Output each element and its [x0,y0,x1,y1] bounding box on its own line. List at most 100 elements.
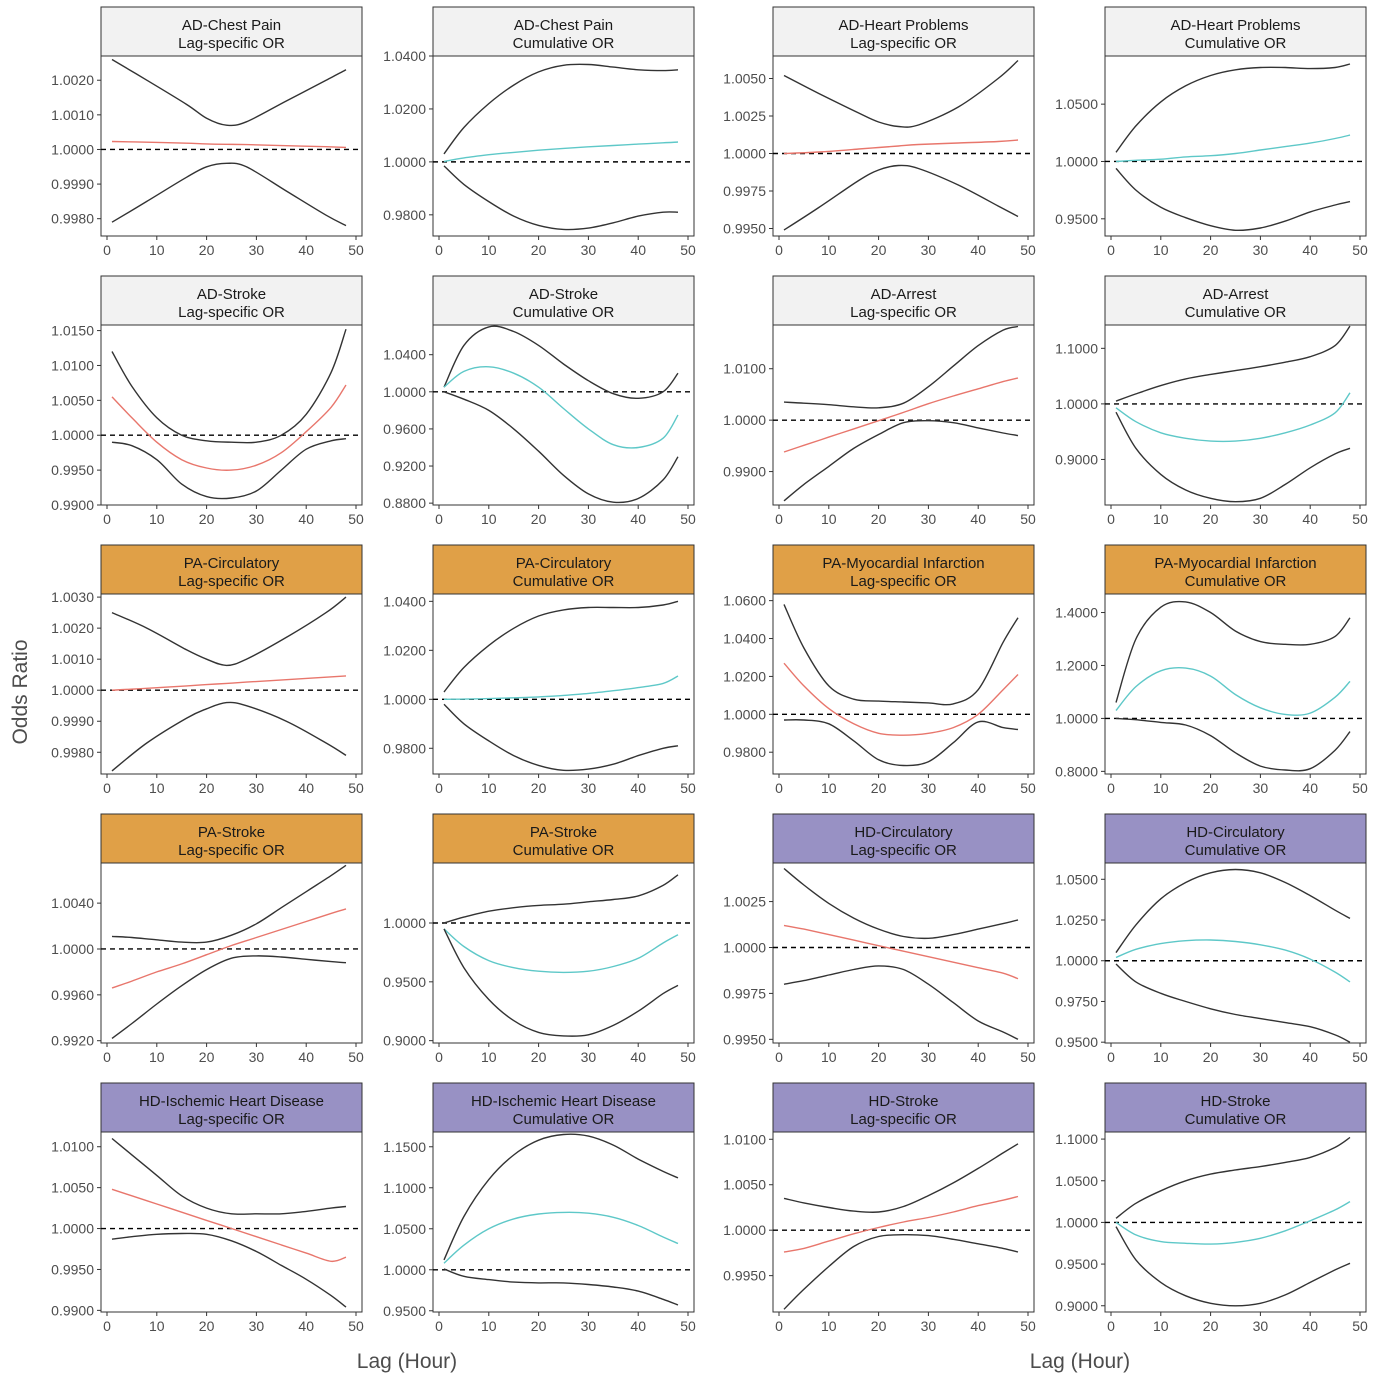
x-tick-label: 40 [970,242,986,258]
x-tick-label: 0 [103,511,111,527]
panel-strip [432,275,695,326]
y-tick-label: 0.9000 [383,1033,426,1049]
x-tick-label: 20 [531,780,547,796]
x-tick-label: 50 [1352,1318,1368,1334]
x-tick-label: 30 [921,242,937,258]
y-tick-label: 1.0025 [723,108,766,124]
series-upper-line [443,874,679,924]
x-tick-label: 0 [103,1318,111,1334]
y-tick-label: 1.1000 [1055,1131,1098,1147]
x-tick-label: 20 [1203,242,1219,258]
panel-title-line: Lag-specific OR [178,573,285,590]
x-tick-label: 50 [680,780,696,796]
y-tick-label: 1.0000 [51,141,94,157]
x-tick-label: 0 [1107,1318,1115,1334]
x-tick-label: 50 [1020,242,1036,258]
x-tick-label: 20 [871,242,887,258]
series-estimate-line [1115,667,1351,716]
x-tick-label: 50 [1352,780,1368,796]
x-tick-label: 20 [199,1318,215,1334]
y-tick-label: 1.2000 [1055,657,1098,673]
series-estimate-line [111,908,347,989]
panel-title-line: Cumulative OR [513,1111,615,1128]
y-tick-label: 0.9900 [723,464,766,480]
y-tick-label: 0.9500 [383,974,426,990]
x-tick-label: 30 [581,1318,597,1334]
series-lower-line [111,162,347,227]
y-tick-label: 1.0000 [51,1221,94,1237]
x-tick-label: 40 [1302,1318,1318,1334]
panel-strip [432,6,695,57]
panel-strip [1104,813,1367,864]
x-tick-label: 30 [581,1049,597,1065]
panel-title-line: AD-Arrest [1203,286,1270,303]
x-tick-label: 40 [298,511,314,527]
panel-strip [100,275,363,326]
panel-title-line: AD-Arrest [871,286,938,303]
panel-title-line: Cumulative OR [1185,35,1287,52]
y-tick-label: 1.0000 [51,682,94,698]
panel-title-line: PA-Circulatory [184,555,280,572]
y-tick-label: 1.0000 [383,1262,426,1278]
x-tick-label: 50 [1020,780,1036,796]
x-tick-label: 50 [680,242,696,258]
y-tick-label: 0.9950 [51,1261,94,1277]
panel-strip [772,6,1035,57]
x-tick-label: 0 [1107,242,1115,258]
y-tick-label: 0.9000 [1055,451,1098,467]
series-lower-line [111,438,347,500]
series-lower-line [443,391,679,504]
y-tick-label: 0.9500 [383,1303,426,1319]
x-tick-label: 50 [1352,242,1368,258]
y-tick-label: 0.9980 [51,744,94,760]
y-tick-label: 0.9000 [1055,1298,1098,1314]
y-tick-label: 1.0000 [1055,710,1098,726]
x-tick-label: 20 [871,1318,887,1334]
series-estimate-line [443,141,679,163]
y-tick-label: 1.0000 [51,941,94,957]
y-tick-label: 1.0100 [723,361,766,377]
y-tick-label: 1.0200 [723,668,766,684]
y-tick-label: 1.0010 [51,107,94,123]
series-estimate-line [111,1188,347,1263]
panel-strip [100,1082,363,1133]
x-tick-label: 20 [199,1049,215,1065]
panel-title-line: Lag-specific OR [178,304,285,321]
series-upper-line [443,600,679,693]
series-lower-line [111,955,347,1039]
x-tick-label: 20 [531,511,547,527]
x-tick-label: 10 [149,1049,165,1065]
series-lower-line [1115,167,1351,232]
plot-area [1104,862,1367,1044]
series-lower-line [783,419,1019,502]
x-tick-label: 40 [970,511,986,527]
x-tick-label: 10 [1153,1318,1169,1334]
x-tick-label: 10 [821,511,837,527]
panel-title-line: Lag-specific OR [178,842,285,859]
y-tick-label: 0.9800 [383,207,426,223]
y-tick-label: 0.9980 [51,211,94,227]
y-tick-label: 1.0150 [51,323,94,339]
series-estimate-line [783,139,1019,155]
x-tick-label: 30 [249,1318,265,1334]
plot-area [100,593,363,775]
y-tick-label: 0.9200 [383,458,426,474]
x-tick-label: 10 [481,242,497,258]
panel-title-line: PA-Stroke [198,824,265,841]
panel-title-line: HD-Ischemic Heart Disease [471,1093,656,1110]
y-tick-label: 1.0600 [723,593,766,609]
series-lower-line [443,703,679,772]
y-tick-label: 1.1000 [383,1180,426,1196]
panel-title-line: AD-Chest Pain [514,17,613,34]
y-tick-label: 1.0500 [1055,1173,1098,1189]
series-upper-line [1115,868,1351,954]
panel-strip [772,544,1035,595]
series-lower-line [443,165,679,231]
plot-area [100,324,363,506]
panel-title-line: AD-Heart Problems [838,17,968,34]
x-tick-label: 30 [921,780,937,796]
